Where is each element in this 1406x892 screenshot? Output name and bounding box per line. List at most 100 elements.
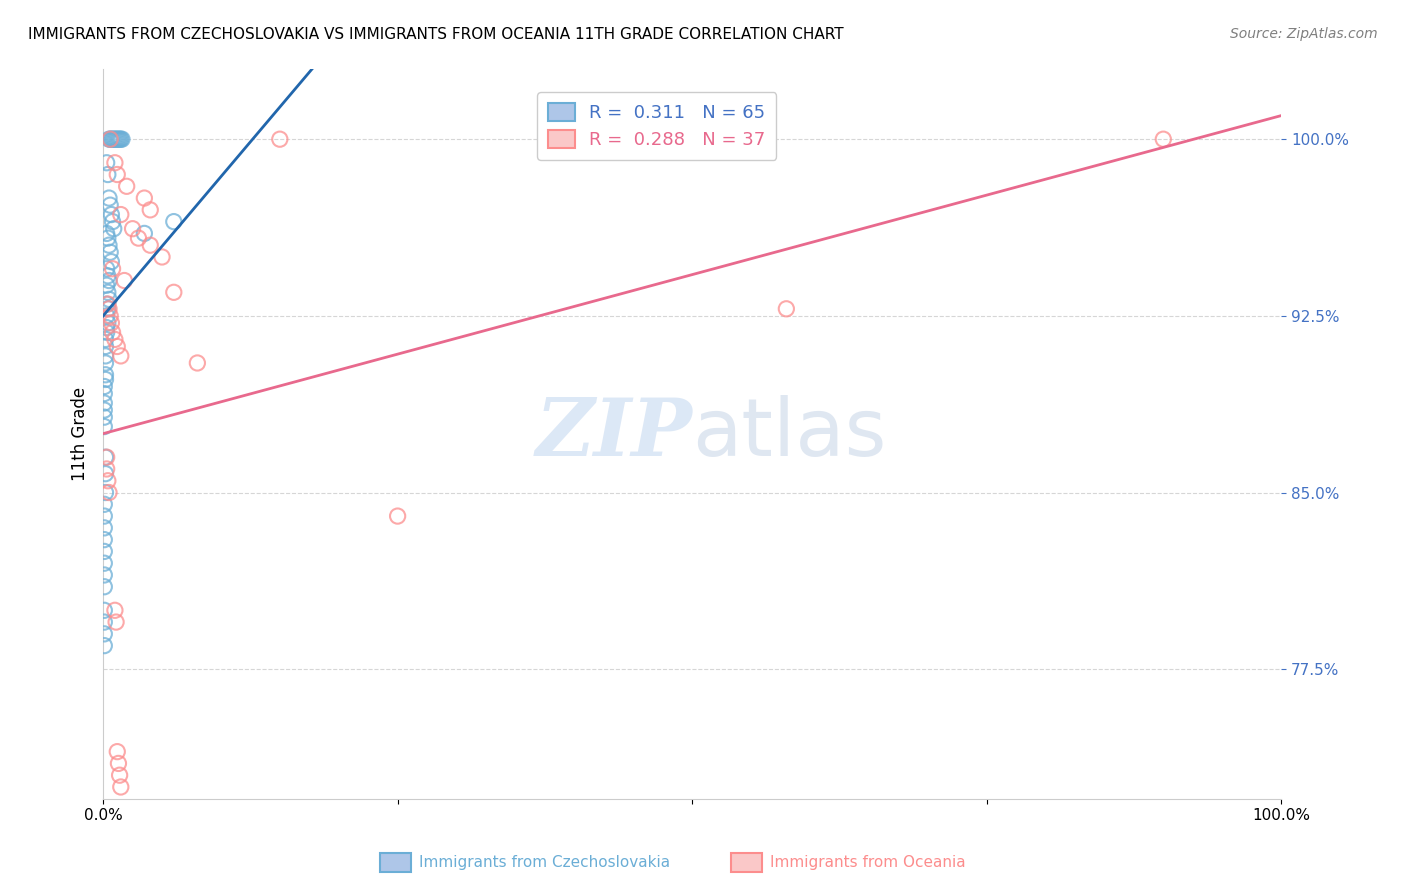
- Point: [93, 396, 115, 410]
- Point: [115, 179, 138, 194]
- Point: [269, 132, 291, 146]
- Point: [97, 474, 120, 488]
- Point: [96, 155, 118, 169]
- Point: [98, 273, 121, 287]
- Point: [96, 450, 118, 465]
- Point: [97, 301, 120, 316]
- Point: [387, 509, 409, 524]
- Point: [103, 132, 125, 146]
- Point: [93, 509, 115, 524]
- Point: [94, 485, 117, 500]
- Point: [93, 580, 115, 594]
- Point: [94, 450, 117, 465]
- Point: [93, 568, 115, 582]
- Point: [110, 780, 132, 794]
- Point: [97, 268, 120, 283]
- Point: [100, 316, 122, 330]
- Point: [98, 132, 121, 146]
- Point: [108, 132, 131, 146]
- Point: [96, 227, 118, 241]
- Point: [94, 356, 117, 370]
- Point: [98, 301, 121, 316]
- Point: [163, 214, 186, 228]
- Point: [112, 273, 135, 287]
- Point: [111, 132, 134, 146]
- Point: [93, 386, 115, 401]
- Point: [96, 309, 118, 323]
- Point: [110, 208, 132, 222]
- Point: [94, 368, 117, 382]
- Point: [139, 202, 162, 217]
- Point: [105, 132, 128, 146]
- Point: [150, 250, 173, 264]
- Point: [93, 419, 115, 434]
- Point: [97, 168, 120, 182]
- Point: [104, 132, 127, 146]
- Point: [97, 316, 120, 330]
- Point: [97, 297, 120, 311]
- Point: [134, 227, 156, 241]
- Point: [101, 132, 124, 146]
- Point: [93, 497, 115, 511]
- Point: [101, 214, 124, 228]
- Point: [93, 615, 115, 629]
- Point: [94, 333, 117, 347]
- Point: [105, 132, 128, 146]
- Point: [94, 349, 117, 363]
- Point: [98, 309, 121, 323]
- Point: [98, 293, 121, 307]
- Point: [108, 768, 131, 782]
- Point: [98, 132, 121, 146]
- Text: ZIP: ZIP: [536, 395, 692, 473]
- Point: [93, 403, 115, 417]
- Point: [104, 333, 127, 347]
- Point: [121, 221, 143, 235]
- Point: [100, 208, 122, 222]
- Point: [101, 326, 124, 340]
- Point: [107, 756, 129, 771]
- Point: [94, 467, 117, 481]
- Point: [139, 238, 162, 252]
- Point: [96, 320, 118, 334]
- Point: [105, 745, 128, 759]
- Point: [100, 254, 122, 268]
- Point: [93, 639, 115, 653]
- Point: [94, 339, 117, 353]
- Point: [94, 372, 117, 386]
- Text: Immigrants from Czechoslovakia: Immigrants from Czechoslovakia: [419, 855, 671, 870]
- Point: [93, 410, 115, 425]
- Point: [93, 627, 115, 641]
- Point: [186, 356, 208, 370]
- Point: [98, 198, 121, 212]
- Point: [96, 326, 118, 340]
- Point: [110, 132, 132, 146]
- Point: [93, 544, 115, 558]
- Point: [105, 615, 128, 629]
- Legend: R =  0.311   N = 65, R =  0.288   N = 37: R = 0.311 N = 65, R = 0.288 N = 37: [537, 92, 776, 160]
- Point: [98, 191, 121, 205]
- Point: [98, 132, 121, 146]
- Point: [93, 603, 115, 617]
- Y-axis label: 11th Grade: 11th Grade: [72, 386, 89, 481]
- Point: [96, 297, 118, 311]
- Point: [104, 603, 127, 617]
- Point: [107, 132, 129, 146]
- Text: IMMIGRANTS FROM CZECHOSLOVAKIA VS IMMIGRANTS FROM OCEANIA 11TH GRADE CORRELATION: IMMIGRANTS FROM CZECHOSLOVAKIA VS IMMIGR…: [28, 27, 844, 42]
- Point: [775, 301, 797, 316]
- Point: [97, 285, 120, 300]
- Point: [104, 155, 127, 169]
- Point: [127, 231, 149, 245]
- Point: [93, 379, 115, 393]
- Point: [1152, 132, 1174, 146]
- Text: Immigrants from Oceania: Immigrants from Oceania: [770, 855, 966, 870]
- Point: [93, 521, 115, 535]
- Point: [163, 285, 186, 300]
- Point: [101, 261, 124, 276]
- Point: [98, 238, 121, 252]
- Point: [134, 191, 156, 205]
- Point: [96, 462, 118, 476]
- Point: [105, 339, 128, 353]
- Point: [98, 245, 121, 260]
- Point: [110, 349, 132, 363]
- Point: [93, 556, 115, 570]
